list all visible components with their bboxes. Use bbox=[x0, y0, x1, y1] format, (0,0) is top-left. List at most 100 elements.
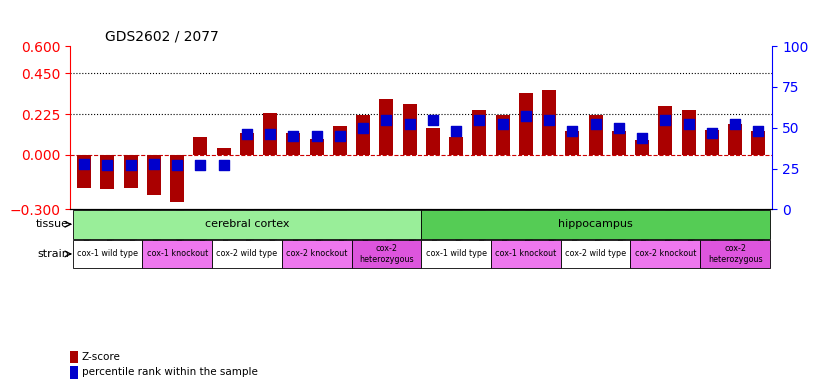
Point bbox=[589, 121, 602, 127]
Bar bbox=[542, 89, 556, 155]
Bar bbox=[472, 109, 487, 155]
Bar bbox=[561, 240, 630, 268]
Bar bbox=[212, 240, 282, 268]
Text: cox-2
heterozygous: cox-2 heterozygous bbox=[359, 244, 414, 264]
Bar bbox=[70, 351, 78, 363]
Point bbox=[310, 133, 323, 139]
Text: GSM121443: GSM121443 bbox=[596, 210, 601, 254]
Bar bbox=[240, 133, 254, 155]
Text: GSM121439: GSM121439 bbox=[503, 210, 509, 254]
Bar bbox=[73, 210, 421, 238]
Text: GSM121427: GSM121427 bbox=[224, 210, 230, 254]
Point bbox=[612, 125, 625, 131]
Text: GSM121428: GSM121428 bbox=[247, 210, 253, 254]
Point bbox=[357, 125, 370, 131]
Point bbox=[217, 162, 230, 168]
Point bbox=[566, 128, 579, 134]
Bar bbox=[700, 240, 770, 268]
Point bbox=[170, 162, 183, 168]
Text: GSM121432: GSM121432 bbox=[339, 210, 346, 254]
Text: cox-2 knockout: cox-2 knockout bbox=[286, 250, 347, 258]
Point bbox=[705, 129, 719, 136]
Bar bbox=[170, 155, 184, 202]
Text: GSM121433: GSM121433 bbox=[363, 210, 369, 254]
Text: GSM121436: GSM121436 bbox=[433, 210, 439, 254]
Bar bbox=[658, 106, 672, 155]
Bar bbox=[263, 113, 277, 155]
Text: cox-1 knockout: cox-1 knockout bbox=[496, 250, 557, 258]
Text: cox-1 wild type: cox-1 wild type bbox=[425, 250, 487, 258]
Text: GSM121441: GSM121441 bbox=[549, 210, 555, 254]
Bar bbox=[147, 155, 161, 195]
Text: GSM121423: GSM121423 bbox=[131, 210, 136, 254]
Text: GSM121449: GSM121449 bbox=[735, 210, 741, 254]
Point bbox=[729, 121, 742, 127]
Point bbox=[101, 162, 114, 168]
Text: GSM121442: GSM121442 bbox=[572, 210, 578, 254]
Bar bbox=[333, 126, 347, 155]
Bar bbox=[352, 240, 421, 268]
Point bbox=[659, 116, 672, 122]
Bar bbox=[589, 115, 603, 155]
Bar bbox=[635, 141, 649, 155]
Point bbox=[543, 116, 556, 122]
Text: GSM121446: GSM121446 bbox=[666, 210, 672, 254]
Text: cerebral cortex: cerebral cortex bbox=[205, 219, 289, 229]
Text: GSM121435: GSM121435 bbox=[410, 210, 415, 254]
Bar bbox=[282, 240, 352, 268]
Text: GSM121422: GSM121422 bbox=[107, 210, 113, 254]
Text: GSM121431: GSM121431 bbox=[316, 210, 323, 254]
Text: GSM121429: GSM121429 bbox=[270, 210, 276, 254]
Text: cox-2 wild type: cox-2 wild type bbox=[216, 250, 278, 258]
Text: cox-1 knockout: cox-1 knockout bbox=[146, 250, 208, 258]
Bar bbox=[101, 155, 114, 189]
Point bbox=[472, 116, 486, 122]
Bar bbox=[566, 131, 579, 155]
Text: cox-2
heterozygous: cox-2 heterozygous bbox=[708, 244, 762, 264]
Text: cox-2 wild type: cox-2 wild type bbox=[565, 250, 626, 258]
Bar bbox=[421, 240, 491, 268]
Point bbox=[287, 133, 300, 139]
Point bbox=[752, 128, 765, 134]
Bar bbox=[70, 366, 78, 379]
Text: percentile rank within the sample: percentile rank within the sample bbox=[82, 367, 258, 377]
Point bbox=[333, 133, 346, 139]
Point bbox=[194, 162, 207, 168]
Text: strain: strain bbox=[37, 249, 69, 259]
Text: cox-2 knockout: cox-2 knockout bbox=[634, 250, 696, 258]
Text: GSM121424: GSM121424 bbox=[154, 210, 160, 254]
Bar bbox=[681, 109, 695, 155]
Text: GSM121448: GSM121448 bbox=[712, 210, 718, 254]
Point bbox=[124, 162, 137, 168]
Bar bbox=[216, 148, 230, 155]
Text: GSM121444: GSM121444 bbox=[619, 210, 625, 254]
Bar bbox=[73, 240, 142, 268]
Bar bbox=[77, 155, 91, 188]
Point bbox=[635, 134, 648, 141]
Bar bbox=[752, 131, 766, 155]
Text: GDS2602 / 2077: GDS2602 / 2077 bbox=[106, 30, 219, 43]
Bar bbox=[402, 104, 416, 155]
Text: tissue: tissue bbox=[36, 219, 69, 229]
Bar bbox=[491, 240, 561, 268]
Point bbox=[682, 121, 695, 127]
Point bbox=[426, 116, 439, 122]
Text: GSM121445: GSM121445 bbox=[642, 210, 648, 254]
Bar bbox=[705, 129, 719, 155]
Point bbox=[403, 121, 416, 127]
Bar bbox=[519, 93, 533, 155]
Text: GSM121421: GSM121421 bbox=[84, 210, 90, 254]
Bar bbox=[310, 139, 324, 155]
Point bbox=[263, 131, 277, 137]
Text: Z-score: Z-score bbox=[82, 352, 121, 362]
Text: GSM121426: GSM121426 bbox=[201, 210, 206, 254]
Text: GSM121425: GSM121425 bbox=[177, 210, 183, 254]
Text: GSM121450: GSM121450 bbox=[758, 210, 764, 254]
Point bbox=[240, 131, 254, 137]
Text: cox-1 wild type: cox-1 wild type bbox=[77, 250, 138, 258]
Bar bbox=[496, 115, 510, 155]
Text: GSM121438: GSM121438 bbox=[479, 210, 486, 254]
Bar bbox=[630, 240, 700, 268]
Text: GSM121447: GSM121447 bbox=[689, 210, 695, 254]
Bar bbox=[612, 131, 626, 155]
